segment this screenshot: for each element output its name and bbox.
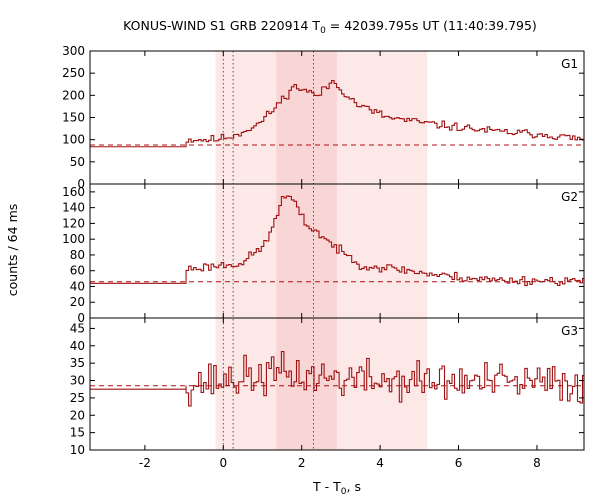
x-tick-label: 8 [533,456,541,470]
y-tick-label: 50 [70,155,85,169]
panel-frame-g3 [89,317,585,451]
x-tick-label: 4 [376,456,384,470]
x-tick-label: 0 [219,456,227,470]
y-tick-label: 100 [62,232,85,246]
y-tick-label: 120 [62,216,85,230]
light-curve-layer [90,80,584,407]
y-tick-label: 60 [70,264,85,278]
panel-label-g1: G1 [561,57,578,71]
y-tick-label: 250 [62,66,85,80]
tick-layer: 0501001502002503000204060801001201401601… [62,44,584,470]
y-tick-label: 40 [70,279,85,293]
y-tick-label: 150 [62,111,85,125]
y-tick-label: 20 [70,295,85,309]
y-tick-label: 160 [62,185,85,199]
y-tick-label: 80 [70,248,85,262]
y-tick-label: 20 [70,408,85,422]
y-axis-label: counts / 64 ms [5,204,20,297]
x-tick-label: -2 [139,456,151,470]
light-curve-g1 [90,80,584,148]
y-tick-label: 300 [62,44,85,58]
shaded-interval-layer [215,51,428,450]
y-tick-label: 200 [62,88,85,102]
y-tick-label: 15 [70,426,85,440]
y-tick-label: 25 [70,391,85,405]
x-axis-label: T - T0, s [312,479,361,497]
y-tick-label: 0 [77,177,85,191]
y-tick-label: 10 [70,443,85,457]
y-tick-label: 0 [77,311,85,325]
y-tick-label: 45 [70,321,85,335]
x-tick-label: 2 [298,456,306,470]
light-curve-g3 [90,351,584,407]
light-curve-g2 [90,195,584,286]
y-tick-label: 100 [62,133,85,147]
panel-label-g2: G2 [561,190,578,204]
y-tick-label: 40 [70,339,85,353]
panel-label-g3: G3 [561,324,578,338]
y-tick-label: 30 [70,374,85,388]
x-tick-label: 6 [455,456,463,470]
chart-title: KONUS-WIND S1 GRB 220914 T0 = 42039.795s… [123,18,537,36]
y-tick-label: 35 [70,356,85,370]
y-tick-label: 140 [62,201,85,215]
